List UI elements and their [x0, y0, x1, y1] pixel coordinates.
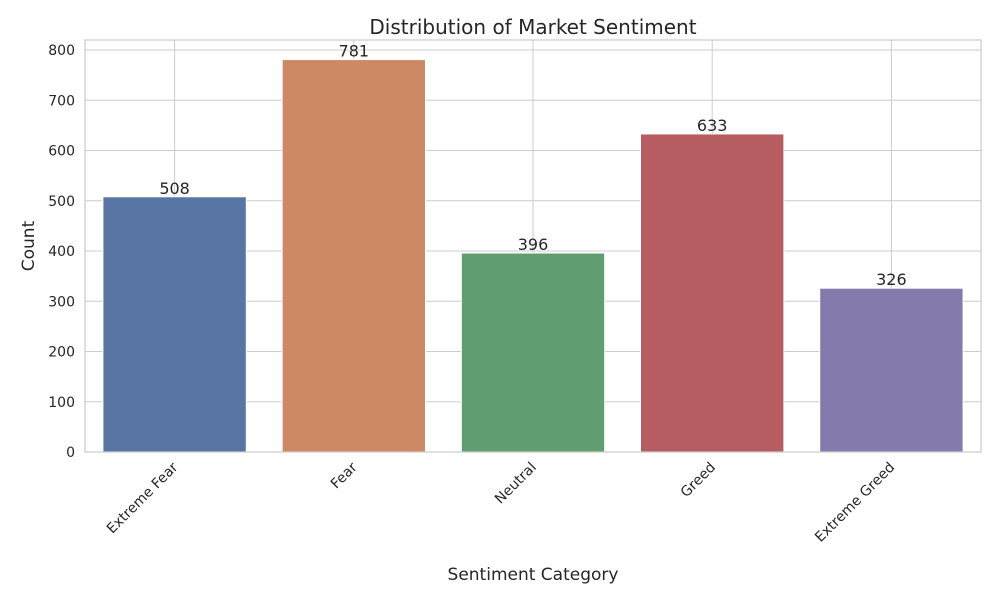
y-tick-label: 600 [48, 144, 75, 160]
bar-value-label: 326 [876, 270, 907, 289]
bar-fear [281, 59, 426, 453]
bar-greed [640, 133, 785, 453]
y-tick-label: 400 [48, 244, 75, 260]
chart-title: Distribution of Market Sentiment [369, 15, 696, 39]
y-tick-label: 200 [48, 345, 75, 361]
x-tick-labels: Extreme Fear Fear Neutral Greed Extreme Gree… [104, 459, 898, 545]
x-tick-label: Greed [678, 460, 719, 501]
y-tick-label: 500 [48, 194, 75, 210]
plot-frame [84, 39, 982, 453]
bar-extreme-fear [102, 196, 247, 453]
bar-value-label: 508 [159, 179, 190, 198]
y-tick-label: 700 [48, 93, 75, 109]
y-tick-label: 300 [48, 294, 75, 310]
x-tick-label: Extreme Fear [104, 459, 182, 537]
y-axis-label: Count [19, 220, 39, 271]
y-tick-labels: 0 100 200 300 400 500 600 700 800 [48, 43, 75, 461]
y-tick-label: 100 [48, 395, 75, 411]
y-tick-label: 800 [48, 43, 75, 59]
bar-value-label: 633 [697, 116, 728, 135]
x-tick-label: Neutral [492, 460, 540, 508]
data-labels: 508 781 396 633 326 [159, 42, 906, 290]
bar-neutral [460, 252, 606, 453]
bar-value-label: 396 [518, 235, 549, 254]
x-axis-label: Sentiment Category [448, 565, 619, 585]
y-tick-label: 0 [66, 445, 75, 461]
x-tick-label: Fear [328, 459, 361, 492]
bars [102, 59, 964, 453]
bar-value-label: 781 [339, 42, 370, 61]
bar-extreme-greed [819, 287, 964, 453]
x-tick-label: Extreme Greed [812, 460, 898, 546]
